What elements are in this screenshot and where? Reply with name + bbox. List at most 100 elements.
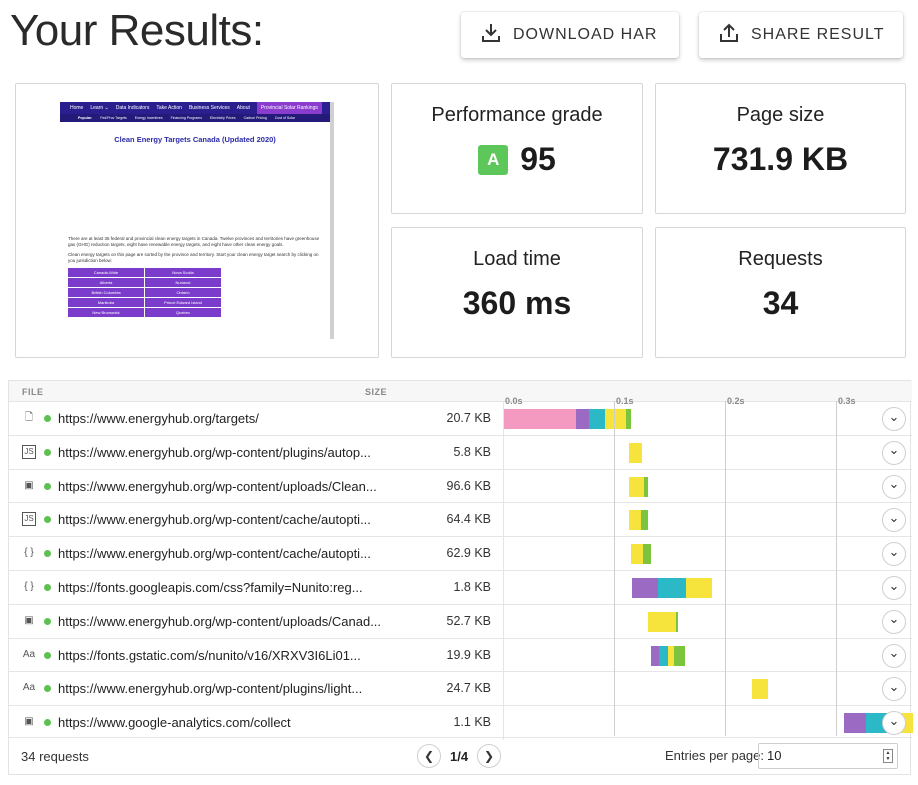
requests-card: Requests 34 [655, 227, 906, 358]
css-icon: { } [24, 547, 34, 559]
entries-per-page-label: Entries per page: [665, 748, 765, 763]
performance-grade-value: 95 [520, 141, 556, 177]
entries-per-page-value: 10 [767, 748, 782, 763]
page-title: Your Results: [10, 6, 264, 55]
expand-row-button[interactable]: ⌄ [882, 576, 906, 600]
css-icon: { } [24, 581, 34, 592]
prev-page-button[interactable]: ❮ [417, 744, 441, 768]
spinner-arrows-icon[interactable]: ▲ ▼ [883, 749, 893, 763]
waterfall-segment-wait [668, 645, 674, 666]
preview-grid-cell: Quebec [145, 308, 221, 317]
chevron-down-icon: ⌄ [888, 645, 900, 661]
timeline-tick-label: 0.0s [505, 396, 523, 406]
preview-subnav-item: Fed/Prov Targets [100, 116, 127, 120]
preview-grid-cell: Canada-Wide [68, 268, 144, 277]
column-header-size[interactable]: SIZE [365, 387, 388, 397]
request-size: 96.6 KB [446, 478, 491, 493]
request-url: https://www.energyhub.org/wp-content/upl… [58, 478, 377, 494]
expand-row-button[interactable]: ⌄ [882, 407, 906, 431]
image-icon: ▣ [24, 614, 34, 626]
expand-row-button[interactable]: ⌄ [882, 677, 906, 702]
chevron-down-icon: ⌄ [888, 543, 900, 559]
entries-per-page-input[interactable]: 10 ▲ ▼ [758, 743, 898, 769]
column-header-file[interactable]: FILE [22, 387, 44, 397]
waterfall-segment-wait [605, 409, 627, 429]
waterfall-segment-html [504, 409, 577, 429]
load-time-label: Load time [473, 248, 561, 270]
timeline-tick-label: 0.2s [727, 396, 745, 406]
page-indicator: 1/4 [450, 749, 469, 764]
expand-row-button[interactable]: ⌄ [882, 474, 906, 499]
preview-heading: Clean Energy Targets Canada (Updated 202… [114, 135, 276, 144]
page-size-label: Page size [736, 104, 825, 126]
status-dot [44, 719, 51, 727]
request-url: https://www.energyhub.org/wp-content/upl… [58, 613, 382, 629]
download-har-button[interactable]: DOWNLOAD HAR [461, 12, 679, 58]
waterfall-bar: ⌄ [503, 402, 912, 436]
table-row[interactable]: { } https://www.energyhub.org/wp-content/… [9, 536, 912, 572]
next-page-button[interactable]: ❯ [477, 744, 501, 768]
download-har-label: DOWNLOAD HAR [513, 26, 658, 43]
share-icon [717, 21, 741, 50]
waterfall-bar: ⌄ [503, 571, 912, 605]
table-row[interactable]: Aa https://fonts.gstatic.com/s/nunito/v16… [9, 637, 912, 673]
waterfall-segment-wait [630, 544, 643, 565]
table-row[interactable]: JS https://www.energyhub.org/wp-content/c… [9, 502, 912, 538]
chevron-down-icon: ⌄ [888, 577, 900, 593]
chevron-down-icon: ⌄ [888, 442, 900, 458]
expand-row-button[interactable]: ⌄ [882, 609, 906, 634]
status-dot [44, 584, 51, 591]
preview-jurisdiction-grid: Canada-Wide Nova Scotia Alberta Nunavut … [68, 268, 322, 317]
table-header: FILE SIZE [9, 381, 912, 401]
waterfall-bar: ⌄ [503, 537, 912, 572]
preview-subnav-item: Energy Incentives [134, 116, 163, 120]
share-result-button[interactable]: SHARE RESULT [699, 12, 903, 58]
table-row[interactable]: { } https://fonts.googleapis.com/css?fami… [9, 570, 912, 605]
waterfall-segment-connect [589, 409, 605, 429]
expand-row-button[interactable]: ⌄ [882, 440, 906, 465]
preview-nav-item: About [236, 105, 250, 111]
waterfall-bar: ⌄ [503, 469, 912, 504]
preview-grid-cell: Ontario [145, 288, 221, 297]
preview-grid-cell: Nova Scotia [145, 268, 221, 277]
expand-row-button[interactable]: ⌄ [882, 711, 906, 736]
status-dot [44, 617, 51, 625]
waterfall-segment-receive [676, 611, 679, 632]
preview-grid-cell: Nunavut [145, 278, 221, 287]
table-row[interactable]: 🗋 https://www.energyhub.org/targets/20.7 … [9, 401, 912, 436]
chevron-right-icon: ❯ [483, 749, 495, 763]
expand-row-button[interactable]: ⌄ [882, 508, 906, 533]
preview-subnav-item: Carbon Pricing [243, 116, 267, 120]
table-row[interactable]: ▣ https://www.energyhub.org/wp-content/up… [9, 603, 912, 639]
request-size: 19.9 KB [446, 647, 491, 662]
waterfall-bar: ⌄ [503, 706, 913, 741]
expand-row-button[interactable]: ⌄ [882, 542, 906, 567]
performance-grade-label: Performance grade [431, 104, 603, 126]
table-row[interactable]: ▣ https://www.energyhub.org/wp-content/up… [9, 468, 912, 504]
request-url: https://www.google-analytics.com/collect [58, 715, 291, 731]
table-row[interactable]: JS https://www.energyhub.org/wp-content/p… [9, 434, 912, 470]
preview-nav-item: Business Services [188, 105, 230, 111]
waterfall-segment-dns [576, 409, 590, 429]
waterfall-segment-wait [686, 578, 712, 598]
waterfall-segment-wait [751, 679, 769, 700]
chevron-down-icon: ⌄ [888, 678, 900, 694]
image-icon: ▣ [24, 716, 34, 728]
preview-nav-item: Take Action [156, 105, 182, 111]
preview-nav-item-active: Provincial Solar Rankings [256, 102, 322, 114]
status-dot [44, 415, 51, 422]
waterfall-segment-connect [658, 578, 687, 598]
load-time-value: 360 ms [462, 285, 572, 321]
status-dot [44, 550, 51, 558]
expand-row-button[interactable]: ⌄ [882, 643, 906, 668]
request-size: 52.7 KB [446, 613, 491, 628]
preview-subnav-item: Electricity Prices [209, 116, 236, 120]
table-row[interactable]: Aa https://www.energyhub.org/wp-content/p… [9, 671, 912, 707]
request-url: https://fonts.gstatic.com/s/nunito/v16/X… [58, 647, 361, 663]
request-url: https://www.energyhub.org/wp-content/plu… [58, 681, 363, 697]
waterfall-segment-dns [631, 578, 659, 598]
waterfall-segment-wait [629, 476, 644, 497]
table-footer: 34 requests ❮ 1/4 ❯ Entries per page: 10… [9, 737, 912, 775]
waterfall-segment-wait [629, 442, 642, 463]
table-row[interactable]: ▣ https://www.google-analytics.com/collec… [9, 705, 913, 741]
